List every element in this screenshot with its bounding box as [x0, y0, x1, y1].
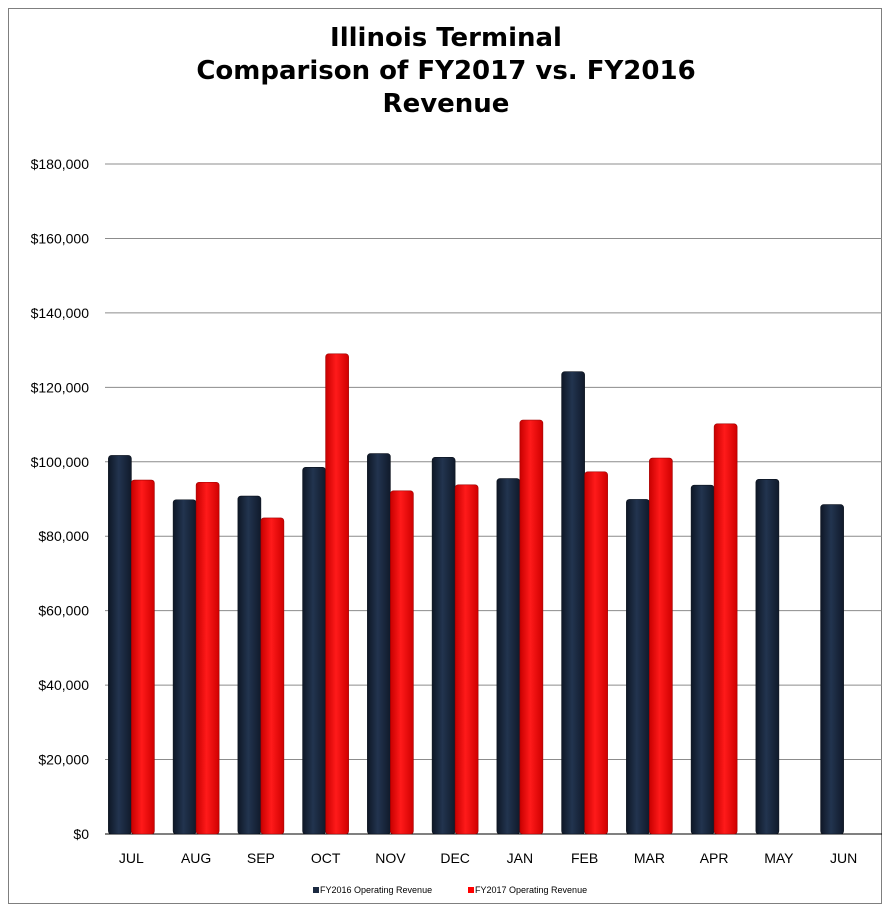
- legend-swatch: [313, 887, 319, 893]
- chart-title: Illinois Terminal Comparison of FY2017 v…: [0, 22, 892, 121]
- bar-fy2016-oct: [302, 467, 326, 835]
- y-axis-tick-labels: $0 $20,000 $40,000 $60,000 $80,000 $100,000 $1…: [31, 156, 90, 842]
- bar-fy2016-mar: [626, 499, 650, 835]
- legend-label: FY2016 Operating Revenue: [320, 885, 432, 895]
- x-tick-label: JUN: [830, 850, 857, 866]
- y-tick-label: $180,000: [31, 156, 90, 172]
- x-tick-label: FEB: [571, 850, 598, 866]
- bar-fy2017-feb: [584, 471, 608, 835]
- y-tick-label: $120,000: [31, 379, 90, 395]
- x-tick-label: JAN: [507, 850, 533, 866]
- y-tick-label: $40,000: [38, 677, 89, 693]
- y-tick-label: $60,000: [38, 603, 89, 619]
- bar-fy2016-jan: [496, 478, 521, 835]
- bar-fy2016-apr: [690, 484, 715, 835]
- bar-fy2017-jul: [131, 479, 155, 835]
- bar-fy2017-nov: [390, 490, 414, 835]
- bar-fy2016-feb: [561, 371, 585, 835]
- x-tick-label: DEC: [440, 850, 470, 866]
- x-axis-tick-labels: JUL AUG SEP OCT NOV DEC JAN FEB MAR APR MAY JUN: [119, 850, 857, 866]
- gridlines: [105, 163, 882, 835]
- bar-fy2016-nov: [367, 453, 391, 835]
- x-tick-label: JUL: [119, 850, 144, 866]
- x-tick-label: APR: [700, 850, 729, 866]
- bar-fy2017-dec: [454, 484, 479, 835]
- bar-fy2016-jul: [108, 455, 132, 835]
- legend-label: FY2017 Operating Revenue: [475, 885, 587, 895]
- y-tick-label: $20,000: [38, 752, 89, 768]
- bar-fy2017-aug: [195, 481, 220, 835]
- legend-swatch: [468, 887, 474, 893]
- x-tick-label: MAY: [764, 850, 794, 866]
- bar-fy2016-dec: [431, 457, 456, 835]
- bar-fy2016-sep: [237, 495, 262, 835]
- y-tick-label: $160,000: [31, 230, 90, 246]
- y-tick-label: $80,000: [38, 528, 89, 544]
- legend: FY2016 Operating Revenue FY2017 Operating…: [313, 885, 587, 895]
- bar-fy2016-jun: [820, 504, 844, 835]
- bar-fy2017-mar: [649, 457, 673, 835]
- x-tick-label: SEP: [247, 850, 275, 866]
- bar-fy2017-jan: [519, 419, 544, 835]
- chart-title-line-2: Comparison of FY2017 vs. FY2016: [196, 56, 696, 86]
- bar-fy2017-oct: [325, 353, 349, 835]
- x-tick-label: NOV: [375, 850, 406, 866]
- chart-title-line-3: Revenue: [382, 89, 510, 119]
- y-tick-label: $140,000: [31, 305, 90, 321]
- y-tick-label: $0: [73, 826, 89, 842]
- chart-title-line-1: Illinois Terminal: [330, 23, 562, 53]
- bar-fy2017-apr: [713, 423, 738, 835]
- bar-fy2016-aug: [172, 499, 197, 835]
- bars: [108, 353, 844, 835]
- bar-fy2017-sep: [260, 517, 285, 835]
- x-tick-label: AUG: [181, 850, 211, 866]
- x-tick-label: OCT: [311, 850, 341, 866]
- y-tick-label: $100,000: [31, 454, 90, 470]
- bar-fy2016-may: [755, 478, 780, 835]
- x-tick-label: MAR: [634, 850, 665, 866]
